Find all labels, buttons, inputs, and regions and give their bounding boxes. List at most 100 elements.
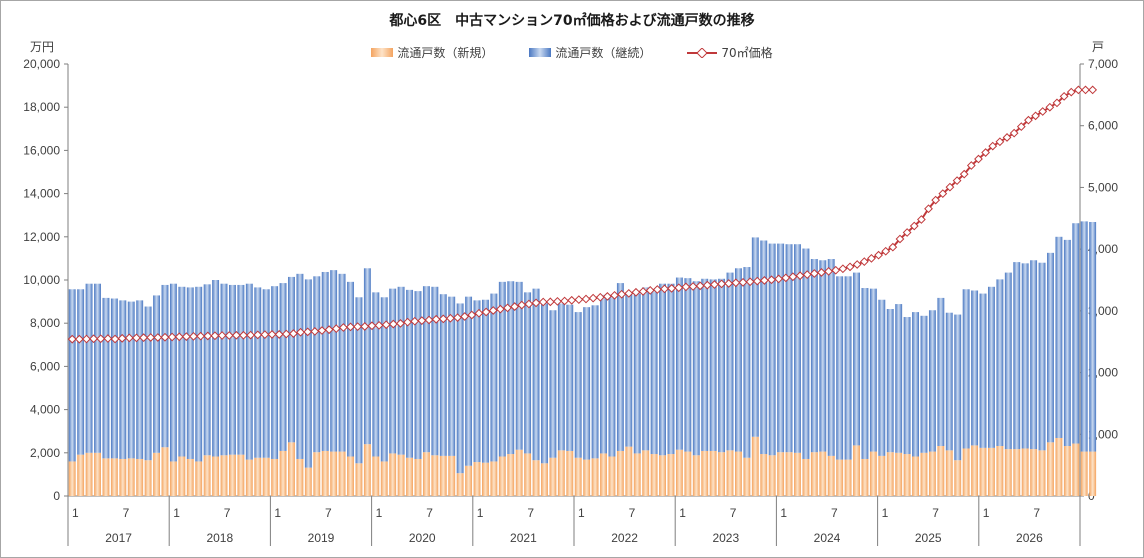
month-label: 7 [426,506,433,520]
year-label: 2017 [105,531,132,545]
bar-continuing [642,287,650,451]
bar-continuing [515,281,523,450]
bar-continuing [110,298,118,459]
bar-new [532,460,540,496]
bar-continuing [1013,262,1021,450]
bar-new [186,458,194,496]
bar-new [912,456,920,496]
bar-new [85,452,93,496]
price-marker [553,296,562,306]
month-label: 1 [679,506,686,520]
price-marker [888,242,898,252]
bar-new [549,457,557,496]
price-marker [603,292,612,301]
legend-item-price: 70㎡価格 [687,44,773,61]
bar-continuing [355,297,363,464]
bar-continuing [203,284,211,456]
price-marker [82,334,91,344]
bar-new [1030,449,1038,496]
left-tick-label: 8,000 [30,316,60,330]
year-label: 2020 [409,531,436,545]
price-marker [717,279,726,289]
price-marker [460,312,470,321]
bar-new [794,452,801,496]
bar-continuing [912,312,920,457]
bar-new [1004,449,1012,496]
bar-new [650,454,658,496]
chart-title: 都心6区 中古マンション70㎡価格および流通戸数の推移 [389,13,755,29]
bar-continuing [726,272,734,451]
bar-continuing [675,277,683,450]
price-marker [738,277,748,287]
bar-continuing [330,270,338,452]
month-label: 7 [325,506,332,520]
year-label: 2019 [308,531,335,545]
price-marker [296,327,305,337]
bar-continuing [68,289,76,462]
bar-new [68,461,76,496]
price-marker [824,266,834,276]
price-marker [1073,85,1083,95]
bar-continuing [895,304,903,453]
bar-continuing [692,281,700,456]
bar-continuing [220,283,228,456]
price-marker [588,293,598,303]
price-marker [774,274,784,284]
bar-new [937,446,945,496]
bar-new [431,455,439,496]
bar-new [347,456,354,496]
legend-label-price: 70㎡価格 [721,46,773,60]
bar-new [498,456,506,496]
bar-new [836,459,844,496]
price-marker [674,283,684,293]
bar-continuing [279,283,287,451]
bar-continuing [903,317,911,455]
bar-new [566,450,574,496]
price-marker [852,260,862,269]
price-marker [132,333,141,343]
bar-continuing [566,304,574,451]
bar-continuing [591,305,599,459]
bar-continuing [490,293,498,462]
bar-continuing [144,306,152,461]
price-marker [645,285,655,295]
bar-continuing [954,314,962,461]
price-marker [503,303,512,313]
bar-continuing [1089,221,1097,452]
bar-new [895,452,903,496]
bar-new [524,453,532,496]
bar-continuing [186,287,194,459]
month-label: 1 [477,506,484,520]
bar-continuing [1055,236,1063,438]
bar-new [288,442,295,496]
bar-new [659,455,667,496]
price-marker [403,317,412,327]
bar-new [1089,451,1097,496]
price-marker [567,295,577,305]
bar-new [144,460,152,496]
price-marker [981,148,990,157]
price-marker [795,271,805,281]
left-tick-label: 0 [53,489,60,503]
bar-new [962,448,970,496]
price-marker [281,329,291,339]
bar-continuing [448,296,456,456]
bar-new [583,459,591,496]
bar-new [110,458,118,496]
price-marker [959,169,969,179]
bar-new [1072,443,1080,496]
price-marker [360,322,370,331]
bar-continuing [945,312,953,451]
price-marker [767,275,776,285]
bar-continuing [743,267,751,458]
left-tick-label: 6,000 [30,359,60,373]
bar-new [541,463,548,496]
price-marker [317,326,327,335]
price-marker [831,265,841,275]
bar-continuing [794,244,801,453]
legend-item-continuing: 流通戸数（継続） [529,44,651,61]
price-marker [396,319,405,328]
bar-new [271,458,279,496]
price-marker [438,314,448,324]
bar-continuing [608,294,616,457]
